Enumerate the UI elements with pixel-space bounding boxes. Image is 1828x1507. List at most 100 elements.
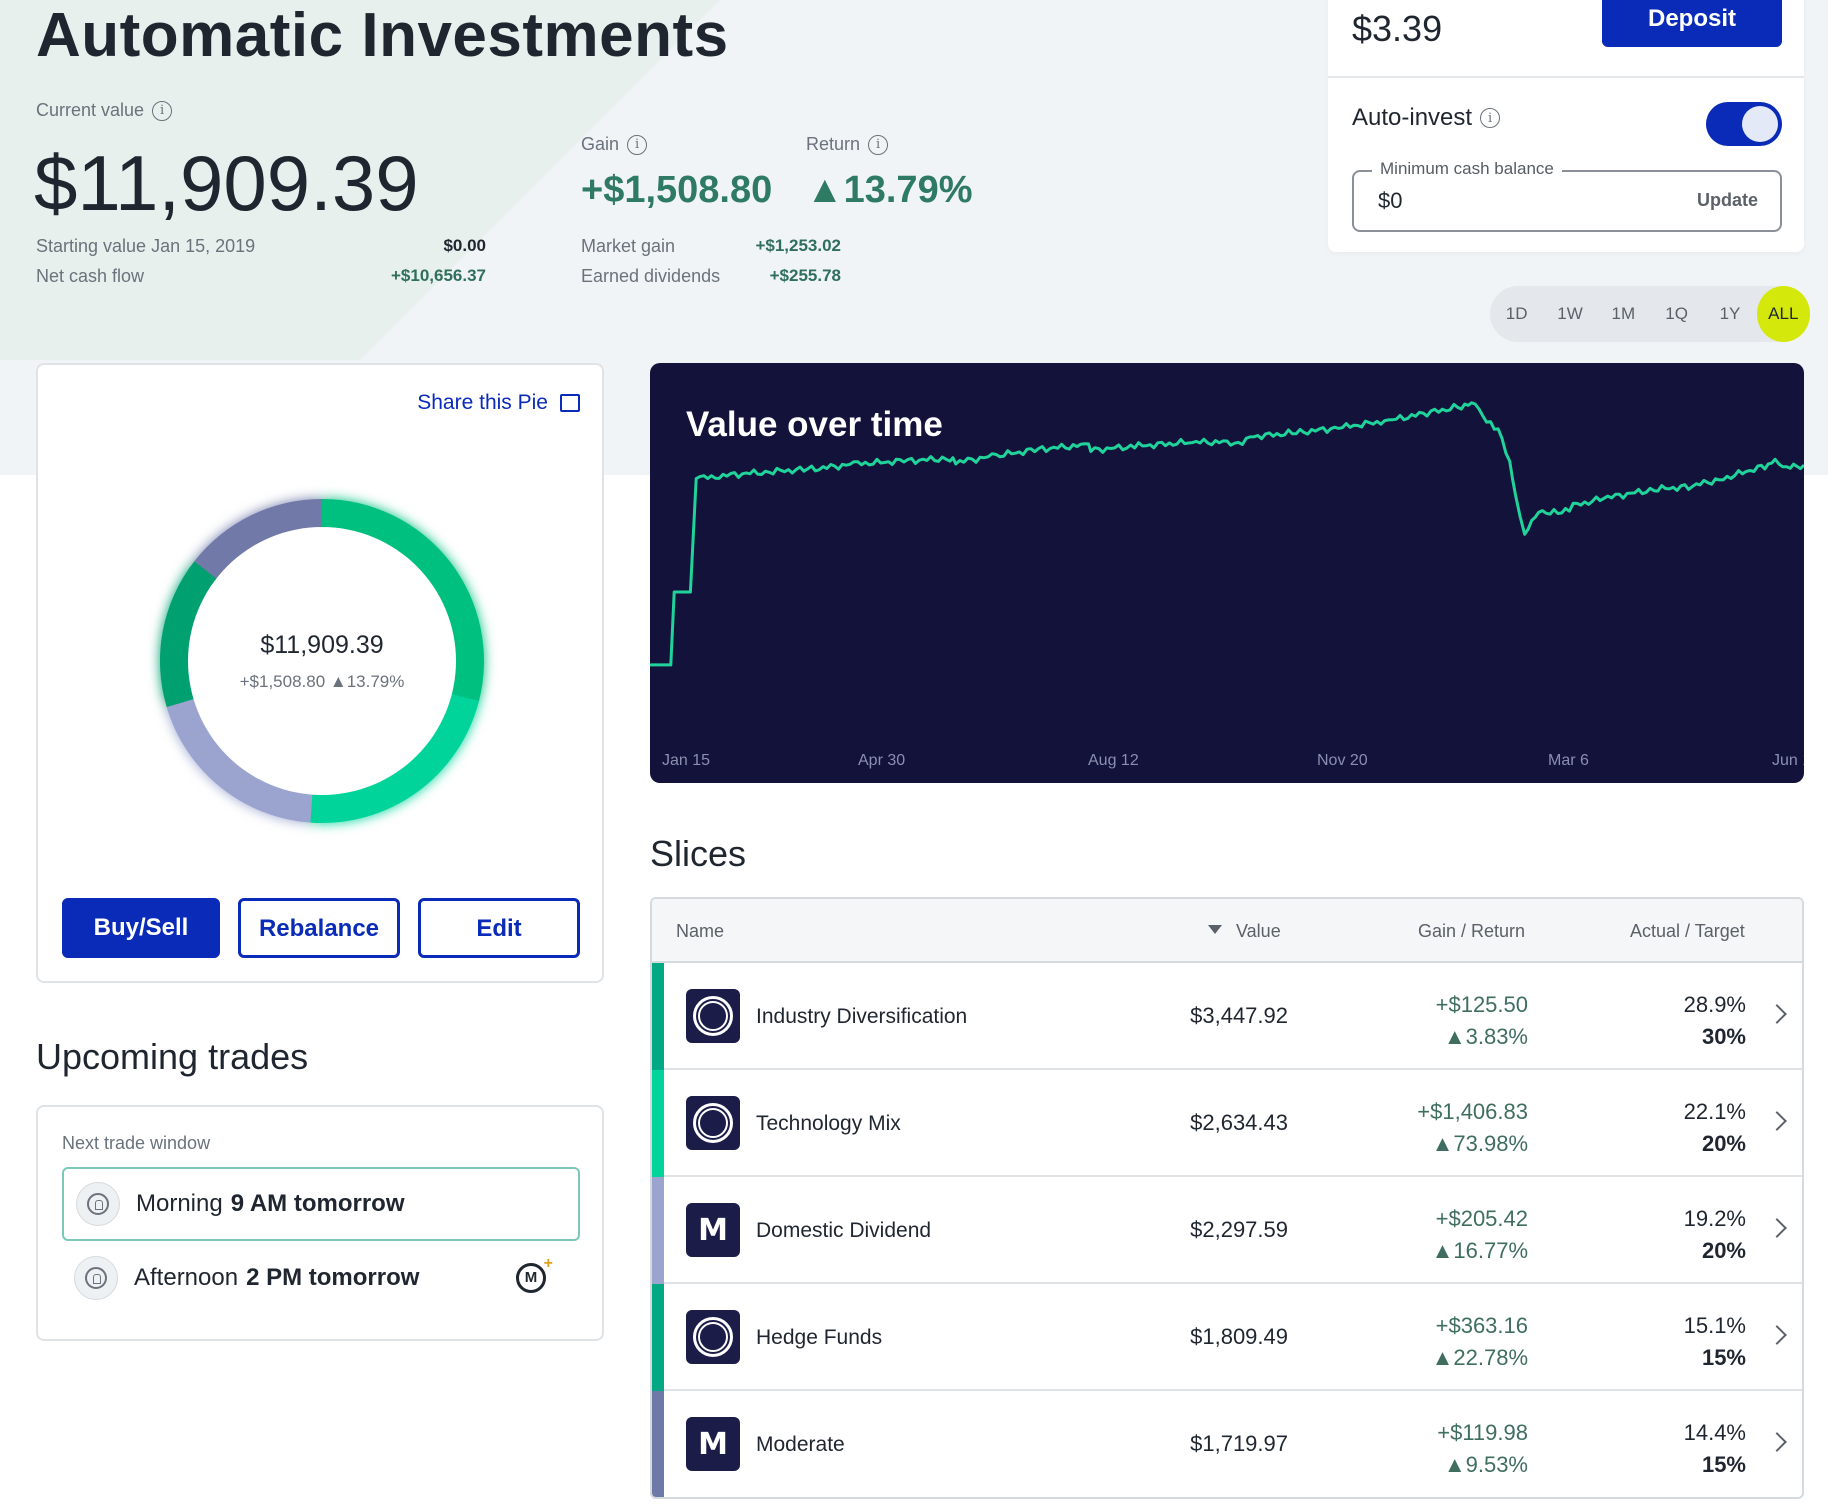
chevron-right-icon[interactable] — [1767, 1432, 1787, 1452]
slice-row[interactable]: Hedge Funds $1,809.49 +$363.16 ▲22.78% 15.1%… — [652, 1284, 1802, 1391]
auto-invest-toggle[interactable] — [1706, 102, 1782, 146]
buy-sell-button[interactable]: Buy/Sell — [62, 898, 220, 958]
slice-value: $2,634.43 — [1190, 1110, 1288, 1135]
range-1q[interactable]: 1Q — [1665, 304, 1688, 323]
slice-actual: 22.1% — [1683, 1099, 1746, 1124]
slice-return: ▲73.98% — [1431, 1131, 1528, 1156]
slice-name: Technology Mix — [756, 1112, 901, 1135]
slice-gain: +$1,406.83 — [1417, 1099, 1528, 1124]
sort-desc-icon — [1208, 925, 1222, 934]
slice-actual-target: 14.4% 15% — [1684, 1417, 1746, 1481]
min-cash-field[interactable]: Minimum cash balance Update — [1352, 159, 1782, 232]
donut-chart — [160, 499, 484, 823]
info-icon[interactable]: i — [152, 100, 173, 121]
page-title: Automatic Investments — [36, 1, 729, 70]
slice-row[interactable]: Industry Diversification $3,447.92 +$125.5… — [652, 963, 1802, 1070]
col-value[interactable]: Value — [1208, 921, 1281, 942]
slice-value: $1,719.97 — [1190, 1431, 1288, 1456]
donut-total-gain: +$1,508.80 ▲13.79% — [239, 671, 405, 691]
col-name[interactable]: Name — [676, 921, 725, 941]
slice-actual: 14.4% — [1683, 1420, 1746, 1445]
range-1w[interactable]: 1W — [1557, 304, 1583, 323]
slice-row[interactable]: M Moderate $1,719.97 +$119.98 ▲9.53% 14.4% 15% — [652, 1391, 1802, 1497]
earned-dividends-row: Earned dividends +$255.78 — [581, 266, 841, 286]
time-range-selector: 1D 1W 1M 1Q 1Y ALL — [1490, 286, 1810, 342]
pie-ring-icon — [686, 1096, 740, 1150]
starting-value-row: Starting value Jan 15, 2019 $0.00 — [36, 236, 486, 256]
m-logo-icon: M — [686, 1203, 740, 1257]
slice-row[interactable]: M Domestic Dividend $2,297.59 +$205.42 ▲16.7… — [652, 1177, 1802, 1284]
chevron-right-icon[interactable] — [1767, 1325, 1787, 1345]
slice-gain: +$125.50 — [1435, 992, 1528, 1017]
rebalance-button[interactable]: Rebalance — [238, 898, 400, 958]
range-1m[interactable]: 1M — [1611, 304, 1636, 323]
info-icon[interactable]: i — [868, 134, 889, 155]
update-button[interactable]: Update — [1696, 190, 1758, 210]
cash-card: $3.39 Deposit Auto-invest i Minimum cash… — [1328, 0, 1804, 252]
table-header: Name Value Gain / Return Actual / Target — [652, 899, 1802, 963]
pie-ring-icon — [686, 1310, 740, 1364]
range-1y[interactable]: 1Y — [1719, 304, 1741, 323]
slice-gain: +$119.98 — [1437, 1420, 1528, 1445]
chevron-right-icon[interactable] — [1767, 1111, 1787, 1131]
col-gain-return[interactable]: Gain / Return — [1418, 921, 1526, 941]
slice-gain: +$363.16 — [1435, 1313, 1528, 1338]
trade-window-morning[interactable]: Morning 9 AM tomorrow — [62, 1167, 580, 1241]
range-1d[interactable]: 1D — [1505, 304, 1528, 323]
x-tick-label: Mar 6 — [1548, 752, 1589, 769]
chevron-right-icon[interactable] — [1767, 1218, 1787, 1238]
min-cash-input[interactable] — [1378, 188, 1578, 214]
slice-actual: 15.1% — [1683, 1313, 1746, 1338]
slice-return: ▲22.78% — [1431, 1345, 1528, 1370]
slice-name: Industry Diversification — [756, 1005, 968, 1028]
x-tick-label: Jan 15 — [662, 752, 710, 769]
chevron-right-icon[interactable] — [1767, 1004, 1787, 1024]
slice-target: 30% — [1701, 1024, 1746, 1049]
col-actual-target[interactable]: Actual / Target — [1630, 921, 1745, 941]
x-tick-label: Nov 20 — [1317, 752, 1368, 769]
slice-name: Moderate — [756, 1433, 845, 1456]
gain-block: Gain i +$1,508.80 — [581, 134, 773, 211]
upcoming-trades-title: Upcoming trades — [36, 1036, 309, 1077]
return-value: ▲13.79% — [806, 169, 973, 211]
donut-total-value: $11,909.39 — [260, 630, 384, 659]
slice-name: Domestic Dividend — [756, 1219, 932, 1242]
info-icon[interactable]: i — [627, 134, 648, 155]
donut-center: $11,909.39 +$1,508.80 ▲13.79% — [132, 471, 512, 851]
bell-icon — [76, 1182, 120, 1226]
share-icon — [560, 394, 580, 412]
slice-value: $1,809.49 — [1190, 1324, 1288, 1349]
x-tick-label: Aug 12 — [1088, 752, 1139, 769]
slice-actual-target: 22.1% 20% — [1684, 1096, 1746, 1160]
slice-target: 20% — [1701, 1238, 1746, 1263]
chart-title: Value over time — [686, 405, 943, 444]
edit-button[interactable]: Edit — [418, 898, 580, 958]
slice-actual-target: 15.1% 15% — [1684, 1310, 1746, 1374]
slice-target: 15% — [1701, 1452, 1746, 1477]
trade-window-afternoon[interactable]: Afternoon 2 PM tomorrow M — [62, 1241, 580, 1315]
x-tick-label: Apr 30 — [858, 752, 905, 769]
trade-window-label: Next trade window — [62, 1133, 211, 1153]
line-chart: Jan 15 Apr 30 Aug 12 Nov 20 Mar 6 Jun 18 — [650, 401, 1804, 769]
allocation-donut: $11,909.39 +$1,508.80 ▲13.79% — [132, 471, 512, 851]
x-axis-ticks: Jan 15 Apr 30 Aug 12 Nov 20 Mar 6 Jun 18 — [662, 752, 1804, 769]
current-value: $11,909.39 — [34, 139, 419, 227]
slice-gain-return: +$125.50 ▲3.83% — [1436, 989, 1528, 1053]
slice-row[interactable]: Technology Mix $2,634.43 +$1,406.83 ▲73.98%… — [652, 1070, 1802, 1177]
return-block: Return i ▲13.79% — [806, 134, 973, 211]
range-all[interactable]: ALL — [1756, 286, 1810, 342]
deposit-button[interactable]: Deposit — [1602, 0, 1782, 47]
m-plus-icon[interactable]: M — [516, 1252, 553, 1293]
share-pie-link[interactable]: Share this Pie — [417, 391, 580, 415]
min-cash-label: Minimum cash balance — [1372, 159, 1562, 179]
x-tick-label: Jun 18 — [1772, 752, 1804, 769]
slice-return: ▲16.77% — [1431, 1238, 1528, 1263]
slice-actual: 28.9% — [1683, 992, 1746, 1017]
bell-icon — [74, 1256, 118, 1300]
m-logo-icon: M — [686, 1417, 740, 1471]
slice-actual-target: 19.2% 20% — [1684, 1203, 1746, 1267]
slice-gain-return: +$363.16 ▲22.78% — [1432, 1310, 1528, 1374]
slice-actual-target: 28.9% 30% — [1684, 989, 1746, 1053]
slice-name: Hedge Funds — [756, 1326, 883, 1349]
info-icon[interactable]: i — [1480, 108, 1501, 128]
